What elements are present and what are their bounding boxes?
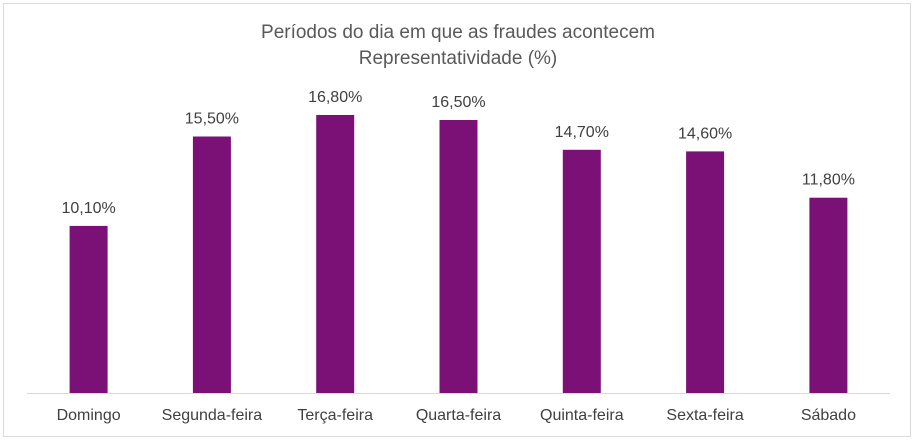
bar-2 xyxy=(316,115,355,393)
data-label-0: 10,10% xyxy=(61,200,115,217)
bar-3 xyxy=(439,120,478,393)
x-tick-label-0: Domingo xyxy=(57,407,121,424)
x-tick-label-2: Terça-feira xyxy=(297,407,373,424)
x-tick-label-1: Segunda-feira xyxy=(162,407,263,424)
x-tick-label-3: Quarta-feira xyxy=(416,407,501,424)
bar-5 xyxy=(686,151,725,393)
chart-title: Períodos do dia em que as fraudes aconte… xyxy=(261,22,655,43)
data-labels-layer: 10,10% 15,50% 16,80% 16,50% 14,70% 14,60% 11,8… xyxy=(61,89,854,217)
data-label-4: 14,70% xyxy=(555,124,609,141)
data-label-6: 11,80% xyxy=(802,172,855,189)
bar-4 xyxy=(562,149,601,393)
x-tick-labels-layer: Domingo Segunda-feira Terça-feira Quarta-fe… xyxy=(57,407,856,424)
bars-layer xyxy=(69,115,848,393)
data-label-2: 16,80% xyxy=(308,89,362,106)
chart-subtitle: Representatividade (%) xyxy=(358,48,558,69)
x-tick-label-6: Sábado xyxy=(801,407,856,424)
data-label-5: 14,60% xyxy=(678,125,732,142)
data-label-1: 15,50% xyxy=(185,111,239,128)
bar-0 xyxy=(69,225,108,393)
data-label-3: 16,50% xyxy=(431,94,485,111)
bar-1 xyxy=(192,136,231,393)
bar-6 xyxy=(809,197,848,393)
x-tick-label-4: Quinta-feira xyxy=(540,407,624,424)
x-tick-label-5: Sexta-feira xyxy=(666,407,743,424)
